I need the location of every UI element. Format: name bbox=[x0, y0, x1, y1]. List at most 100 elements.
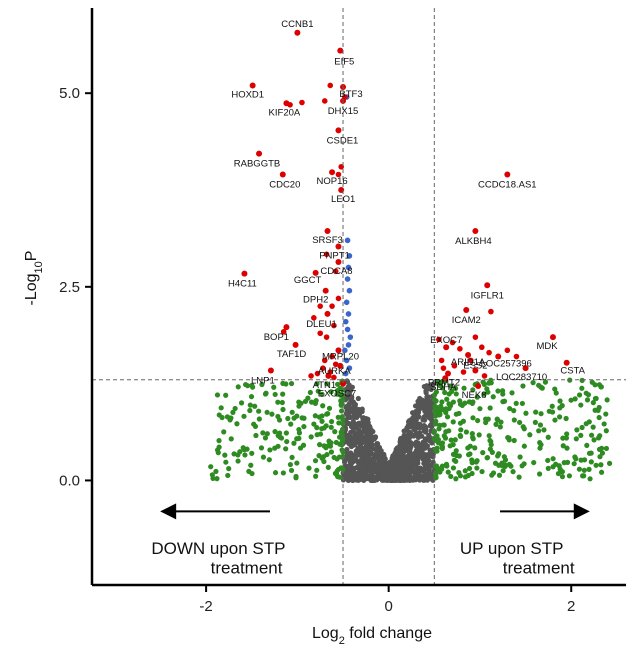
fc-only-point bbox=[477, 406, 483, 412]
p-only-point bbox=[347, 334, 354, 340]
significant-point bbox=[436, 336, 442, 343]
fc-only-point bbox=[470, 399, 476, 405]
significant-point bbox=[449, 339, 456, 346]
fc-only-point bbox=[578, 402, 584, 408]
fc-only-point bbox=[523, 410, 529, 416]
fc-only-point bbox=[603, 445, 610, 452]
fc-only-point bbox=[457, 433, 464, 440]
fc-only-point bbox=[249, 382, 255, 389]
significant-point bbox=[317, 330, 324, 337]
ns-point bbox=[376, 448, 383, 454]
p-only-point bbox=[344, 237, 351, 244]
gene-label: DPH2 bbox=[303, 295, 328, 306]
fc-only-point bbox=[598, 469, 605, 475]
ns-point bbox=[347, 388, 353, 394]
x-tick-label: 2 bbox=[567, 598, 575, 615]
fc-only-point bbox=[447, 443, 453, 449]
gene-label: EXOSC7 bbox=[318, 389, 357, 400]
fc-only-point bbox=[588, 459, 594, 465]
fc-only-point bbox=[576, 466, 583, 472]
fc-only-point bbox=[214, 476, 220, 482]
ns-point bbox=[351, 410, 357, 416]
fc-only-point bbox=[487, 405, 493, 411]
fc-only-point bbox=[604, 397, 610, 403]
fc-only-point bbox=[216, 444, 222, 450]
ns-point bbox=[359, 433, 365, 439]
p-only-point bbox=[346, 365, 353, 371]
fc-only-point bbox=[532, 419, 538, 425]
ns-point bbox=[427, 452, 433, 458]
gene-label: ARID1A bbox=[451, 357, 486, 368]
fc-only-point bbox=[450, 419, 456, 425]
p-only-point bbox=[345, 264, 352, 271]
fc-only-point bbox=[593, 462, 599, 468]
fc-only-point bbox=[319, 418, 325, 424]
gene-label: BTF3 bbox=[339, 89, 362, 100]
ns-point bbox=[370, 469, 376, 476]
ns-point bbox=[360, 463, 366, 469]
fc-only-point bbox=[563, 435, 570, 441]
significant-point bbox=[451, 363, 458, 369]
labeled-point-srsf3 bbox=[324, 228, 331, 235]
ns-point bbox=[346, 441, 352, 447]
fc-only-point bbox=[487, 437, 493, 444]
fc-only-point bbox=[516, 474, 522, 480]
significant-point bbox=[332, 361, 339, 368]
ns-point bbox=[364, 418, 370, 425]
fc-only-point bbox=[536, 428, 542, 434]
significant-point bbox=[335, 295, 342, 302]
ns-point bbox=[427, 474, 434, 480]
fc-only-point bbox=[521, 461, 527, 467]
fc-only-point bbox=[294, 460, 300, 466]
gene-label: SDHA bbox=[430, 382, 457, 393]
fc-only-point bbox=[288, 421, 294, 427]
gene-label: PRMT2 bbox=[428, 378, 460, 389]
gene-label: ALKBH4 bbox=[455, 236, 491, 247]
gene-label: HOXD1 bbox=[231, 89, 264, 100]
fc-only-point bbox=[552, 417, 558, 423]
ns-point bbox=[346, 382, 352, 388]
fc-only-point bbox=[329, 418, 335, 425]
labeled-point-mrpl20 bbox=[335, 347, 342, 354]
fc-only-point bbox=[267, 447, 273, 453]
fc-only-point bbox=[452, 385, 458, 391]
ns-point bbox=[354, 432, 360, 438]
ns-point bbox=[401, 428, 407, 434]
fc-only-point bbox=[486, 433, 492, 439]
fc-only-point bbox=[490, 394, 496, 400]
fc-only-point bbox=[301, 415, 307, 421]
fc-only-point bbox=[462, 474, 469, 480]
gene-label: EIF5 bbox=[334, 57, 354, 68]
fc-only-point bbox=[432, 413, 439, 419]
ns-point bbox=[411, 451, 417, 457]
fc-only-point bbox=[312, 413, 318, 419]
ns-point bbox=[412, 427, 418, 433]
ns-point bbox=[354, 452, 360, 458]
ns-point bbox=[421, 383, 427, 390]
fc-only-point bbox=[559, 474, 566, 480]
fc-only-point bbox=[553, 461, 559, 467]
fc-only-point bbox=[252, 423, 259, 430]
ns-point bbox=[419, 454, 425, 460]
fc-only-point bbox=[557, 414, 563, 420]
fc-only-point bbox=[333, 439, 339, 446]
fc-only-point bbox=[230, 409, 236, 415]
labeled-point-cdc20 bbox=[279, 171, 286, 178]
labeled-point-pnpt1 bbox=[335, 243, 342, 250]
ns-point bbox=[426, 464, 432, 470]
fc-only-point bbox=[463, 429, 469, 435]
fc-only-point bbox=[215, 450, 221, 456]
significant-point bbox=[280, 328, 287, 335]
fc-only-point bbox=[297, 445, 304, 451]
fc-only-point bbox=[497, 424, 503, 430]
ns-point bbox=[403, 454, 409, 460]
fc-only-point bbox=[584, 442, 590, 448]
fc-only-point bbox=[508, 463, 514, 469]
ns-point bbox=[420, 473, 426, 480]
gene-label: CSTA bbox=[560, 366, 585, 377]
fc-only-point bbox=[606, 460, 613, 466]
ns-point bbox=[407, 447, 413, 453]
fc-only-point bbox=[470, 387, 476, 393]
fc-only-point bbox=[264, 409, 270, 415]
